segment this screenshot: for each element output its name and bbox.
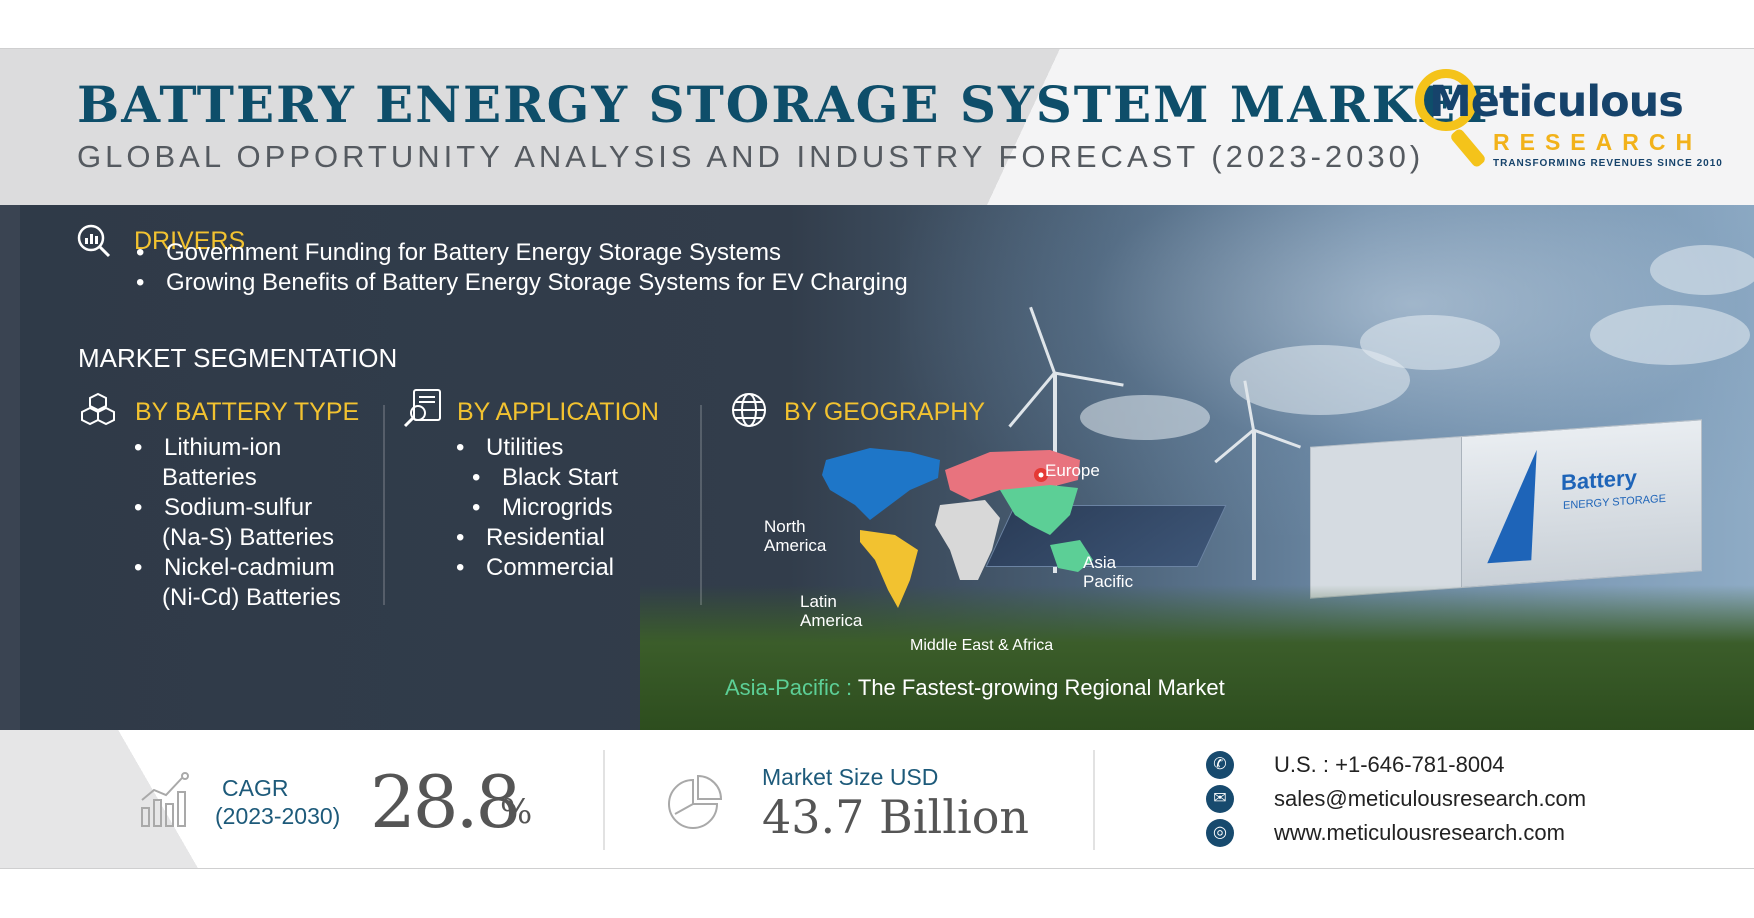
market-size-label: Market Size USD	[762, 764, 939, 790]
container-label: Battery	[1561, 464, 1637, 496]
logo-word: Meticulous	[1429, 77, 1684, 127]
page-subtitle: GLOBAL OPPORTUNITY ANALYSIS AND INDUSTRY…	[77, 139, 1425, 174]
map-asia-pacific	[1000, 485, 1078, 535]
label-asia-pacific-line1: Asia	[1083, 553, 1117, 572]
container-sublabel: ENERGY STORAGE	[1563, 492, 1666, 513]
cloud	[1590, 305, 1750, 365]
footer-divider	[1093, 750, 1095, 850]
bar-chart-icon	[141, 772, 189, 827]
label-middle-east-africa: Middle East & Africa	[910, 637, 1054, 654]
battery-type-heading: BY BATTERY TYPE	[135, 398, 360, 426]
container-door	[1311, 437, 1462, 598]
application-subitem: Black Start	[456, 463, 618, 493]
application-subitem: Microgrids	[456, 493, 618, 523]
market-size-value: 43.7 Billion	[762, 790, 1030, 844]
segmentation-heading: MARKET SEGMENTATION	[78, 343, 398, 373]
drivers-list: Government Funding for Battery Energy St…	[136, 238, 908, 298]
battery-type-item: Sodium-sulfur	[134, 493, 341, 523]
pie-chart-icon	[668, 774, 723, 829]
column-divider	[700, 405, 702, 605]
world-map	[822, 448, 1093, 608]
company-logo: Meticulous RESEARCH TRANSFORMING REVENUE…	[1413, 67, 1722, 187]
label-europe: Europe	[1045, 461, 1100, 480]
application-list: Utilities Black Start Microgrids Residen…	[456, 433, 618, 583]
cagr-unit: %	[500, 792, 533, 832]
web-icon: ◎	[1206, 819, 1234, 847]
lightning-bolt-icon	[1487, 448, 1559, 564]
cagr-value: 28.8	[370, 760, 521, 844]
driver-item: Government Funding for Battery Energy St…	[136, 238, 908, 268]
logo-subword: RESEARCH	[1493, 129, 1703, 155]
globe-icon	[732, 393, 766, 427]
magnifier-chart-icon	[77, 224, 111, 258]
document-search-icon	[403, 389, 441, 428]
page-title: BATTERY ENERGY STORAGE SYSTEM MARKET	[77, 75, 1497, 134]
contact-website[interactable]: www.meticulousresearch.com	[1274, 820, 1565, 845]
battery-type-item-cont: Batteries	[162, 464, 257, 491]
cagr-label: CAGR (2023-2030)	[215, 774, 340, 830]
driver-item: Growing Benefits of Battery Energy Stora…	[136, 268, 908, 298]
pin-dot	[1038, 472, 1044, 478]
content-panel: Battery ENERGY STORAGE DRIVERS Governmen…	[0, 205, 1754, 730]
logo-magnifier-icon	[1415, 69, 1477, 131]
footer-band: CAGR (2023-2030) 28.8 % Market Size USD …	[0, 730, 1754, 869]
header-band: BATTERY ENERGY STORAGE SYSTEM MARKET GLO…	[0, 48, 1754, 206]
label-latin-america-line1: Latin	[800, 592, 837, 611]
contact-phone[interactable]: U.S. : +1-646-781-8004	[1274, 752, 1505, 777]
wind-turbine	[1252, 430, 1256, 580]
footer-background	[0, 730, 360, 868]
cubes-icon	[81, 392, 115, 426]
cagr-period: (2023-2030)	[215, 803, 341, 829]
highlight-region: Asia-Pacific :	[725, 675, 853, 700]
map-north-america	[822, 448, 940, 520]
geography-highlight: Asia-Pacific : The Fastest-growing Regio…	[725, 675, 1225, 701]
contact-email[interactable]: sales@meticulousresearch.com	[1274, 786, 1587, 811]
phone-icon: ✆	[1206, 751, 1234, 779]
battery-type-list: Lithium-ion Batteries Sodium-sulfur (Na-…	[134, 433, 341, 613]
geography-heading: BY GEOGRAPHY	[784, 398, 985, 426]
battery-type-item: Lithium-ion	[134, 433, 341, 463]
label-latin-america: Latin America	[800, 592, 862, 630]
label-north-america-line1: North	[764, 517, 806, 536]
map-australia	[1050, 540, 1093, 572]
logo-magnifier-handle	[1449, 127, 1487, 169]
grass-field	[640, 585, 1754, 730]
application-heading: BY APPLICATION	[457, 398, 659, 426]
mail-icon: ✉	[1206, 785, 1234, 813]
application-item: Commercial	[456, 553, 618, 583]
column-divider	[383, 405, 385, 605]
battery-type-item-cont: (Ni-Cd) Batteries	[162, 584, 341, 611]
logo-tagline: TRANSFORMING REVENUES SINCE 2010	[1493, 158, 1723, 169]
battery-container: Battery ENERGY STORAGE	[1310, 419, 1702, 599]
label-asia-pacific-line2: Pacific	[1083, 572, 1134, 591]
battery-type-item-cont: (Na-S) Batteries	[162, 524, 335, 551]
cloud	[1360, 315, 1500, 370]
map-middle-east-africa	[935, 500, 1000, 580]
label-asia-pacific: Asia Pacific	[1083, 553, 1133, 591]
map-latin-america	[860, 530, 918, 608]
highlight-text: The Fastest-growing Regional Market	[857, 675, 1225, 700]
cloud	[1080, 395, 1210, 440]
battery-type-item: Nickel-cadmium	[134, 553, 341, 583]
cloud	[1650, 245, 1754, 295]
label-latin-america-line2: America	[800, 611, 863, 630]
left-strip	[0, 205, 20, 730]
application-item: Utilities	[456, 433, 618, 463]
cagr-label-text: CAGR	[222, 775, 289, 801]
application-item: Residential	[456, 523, 618, 553]
label-north-america-line2: America	[764, 536, 827, 555]
label-north-america: North America	[764, 517, 826, 555]
footer-divider	[603, 750, 605, 850]
